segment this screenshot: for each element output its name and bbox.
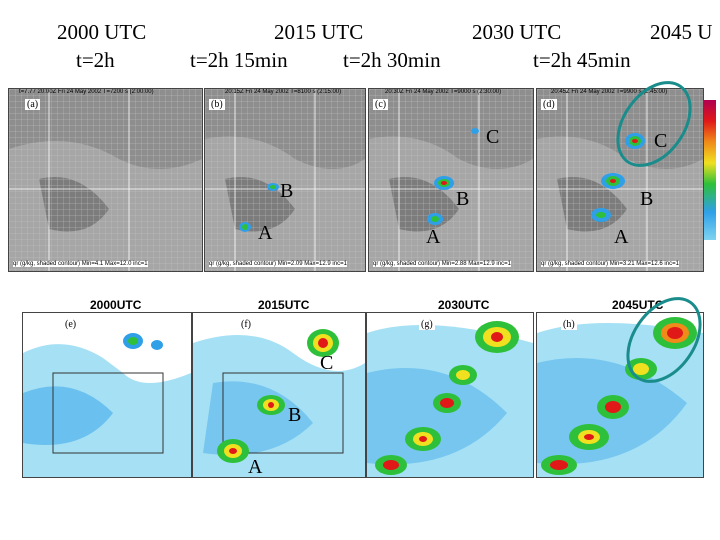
radar-label-h: (h) [561,319,577,330]
sim-label-a: (a) [25,99,41,110]
header-time-2: 2015 UTC [274,20,364,44]
sim-cell-b-label-d: B [640,188,654,210]
radar-map-f [193,313,365,477]
radar-map-g [367,313,533,477]
sim-cell-c-label-d: C [654,130,668,152]
sim-footer-d: qr (g/kg, shaded contour) Min=3.21 Max=1… [541,261,679,267]
sim-footer-c: qr (g/kg, shaded contour) Min=2.88 Max=1… [373,261,511,267]
sim-header-b: 20:15Z Fri 24 May 2002 T=8100 s (2:15:00… [225,89,342,95]
radar-label-g: (g) [419,319,435,330]
radar-panel-e: (e) [22,312,192,478]
sim-map-b [205,89,365,271]
sim-label-b: (b) [209,99,225,110]
radar-cell-c-label: C [320,352,334,374]
radar-title-f: 2015UTC [258,298,310,312]
sim-cell-a-label-c: A [426,226,441,248]
sim-cell-c-label-c: C [486,126,500,148]
radar-panel-g: (g) [366,312,534,478]
radar-map-h [537,313,703,477]
sim-map-c [369,89,533,271]
sim-cell-b-label-c: B [456,188,470,210]
header-time-3: 2030 UTC [472,20,562,44]
header-time-1: 2000 UTC [57,20,147,44]
radar-panel-f: (f) [192,312,366,478]
header-time-4: 2045 U [650,20,713,44]
header-elapsed-1: t=2h [76,48,115,72]
sim-cell-a-label-d: A [614,226,629,248]
header-elapsed-2: t=2h 15min [190,48,288,72]
sim-cell-b-label-b: B [280,180,294,202]
radar-label-e: (e) [63,319,79,330]
radar-map-e [23,313,191,477]
sim-label-d: (d) [541,99,557,110]
sim-panel-b: (b) 20:15Z Fri 24 May 2002 T=8100 s (2:1… [204,88,366,272]
sim-footer-b: qr (g/kg, shaded contour) Min=2.09 Max=1… [209,261,347,267]
radar-label-f: (f) [239,319,253,330]
sim-footer-a: qr (g/kg, shaded contour) Min=4.1 Max=12… [13,261,148,267]
sim-label-c: (c) [373,99,389,110]
sim-header-c: 20:30Z Fri 24 May 2002 T=9000 s (2:30:00… [385,89,502,95]
sim-map-a [9,89,202,271]
sim-header-a: t=7.77 20:00Z Fri 24 May 2002 T=7200 s (… [19,89,154,95]
radar-title-g: 2030UTC [438,298,490,312]
radar-panel-h: (h) [536,312,704,478]
radar-cell-b-label: B [288,404,302,426]
radar-title-h: 2045UTC [612,298,664,312]
sim-panel-a: (a) t=7.77 20:00Z Fri 24 May 2002 T=7200… [8,88,203,272]
sim-panel-c: (c) 20:30Z Fri 24 May 2002 T=9000 s (2:3… [368,88,534,272]
sim-header-d: 20:45Z Fri 24 May 2002 T=9900 s (2:45:00… [551,89,668,95]
radar-title-e: 2000UTC [90,298,142,312]
header-elapsed-4: t=2h 45min [533,48,631,72]
header-elapsed-3: t=2h 30min [343,48,441,72]
radar-cell-a-label: A [248,456,263,478]
sim-cell-a-label-b: A [258,222,273,244]
colorbar [704,100,716,240]
